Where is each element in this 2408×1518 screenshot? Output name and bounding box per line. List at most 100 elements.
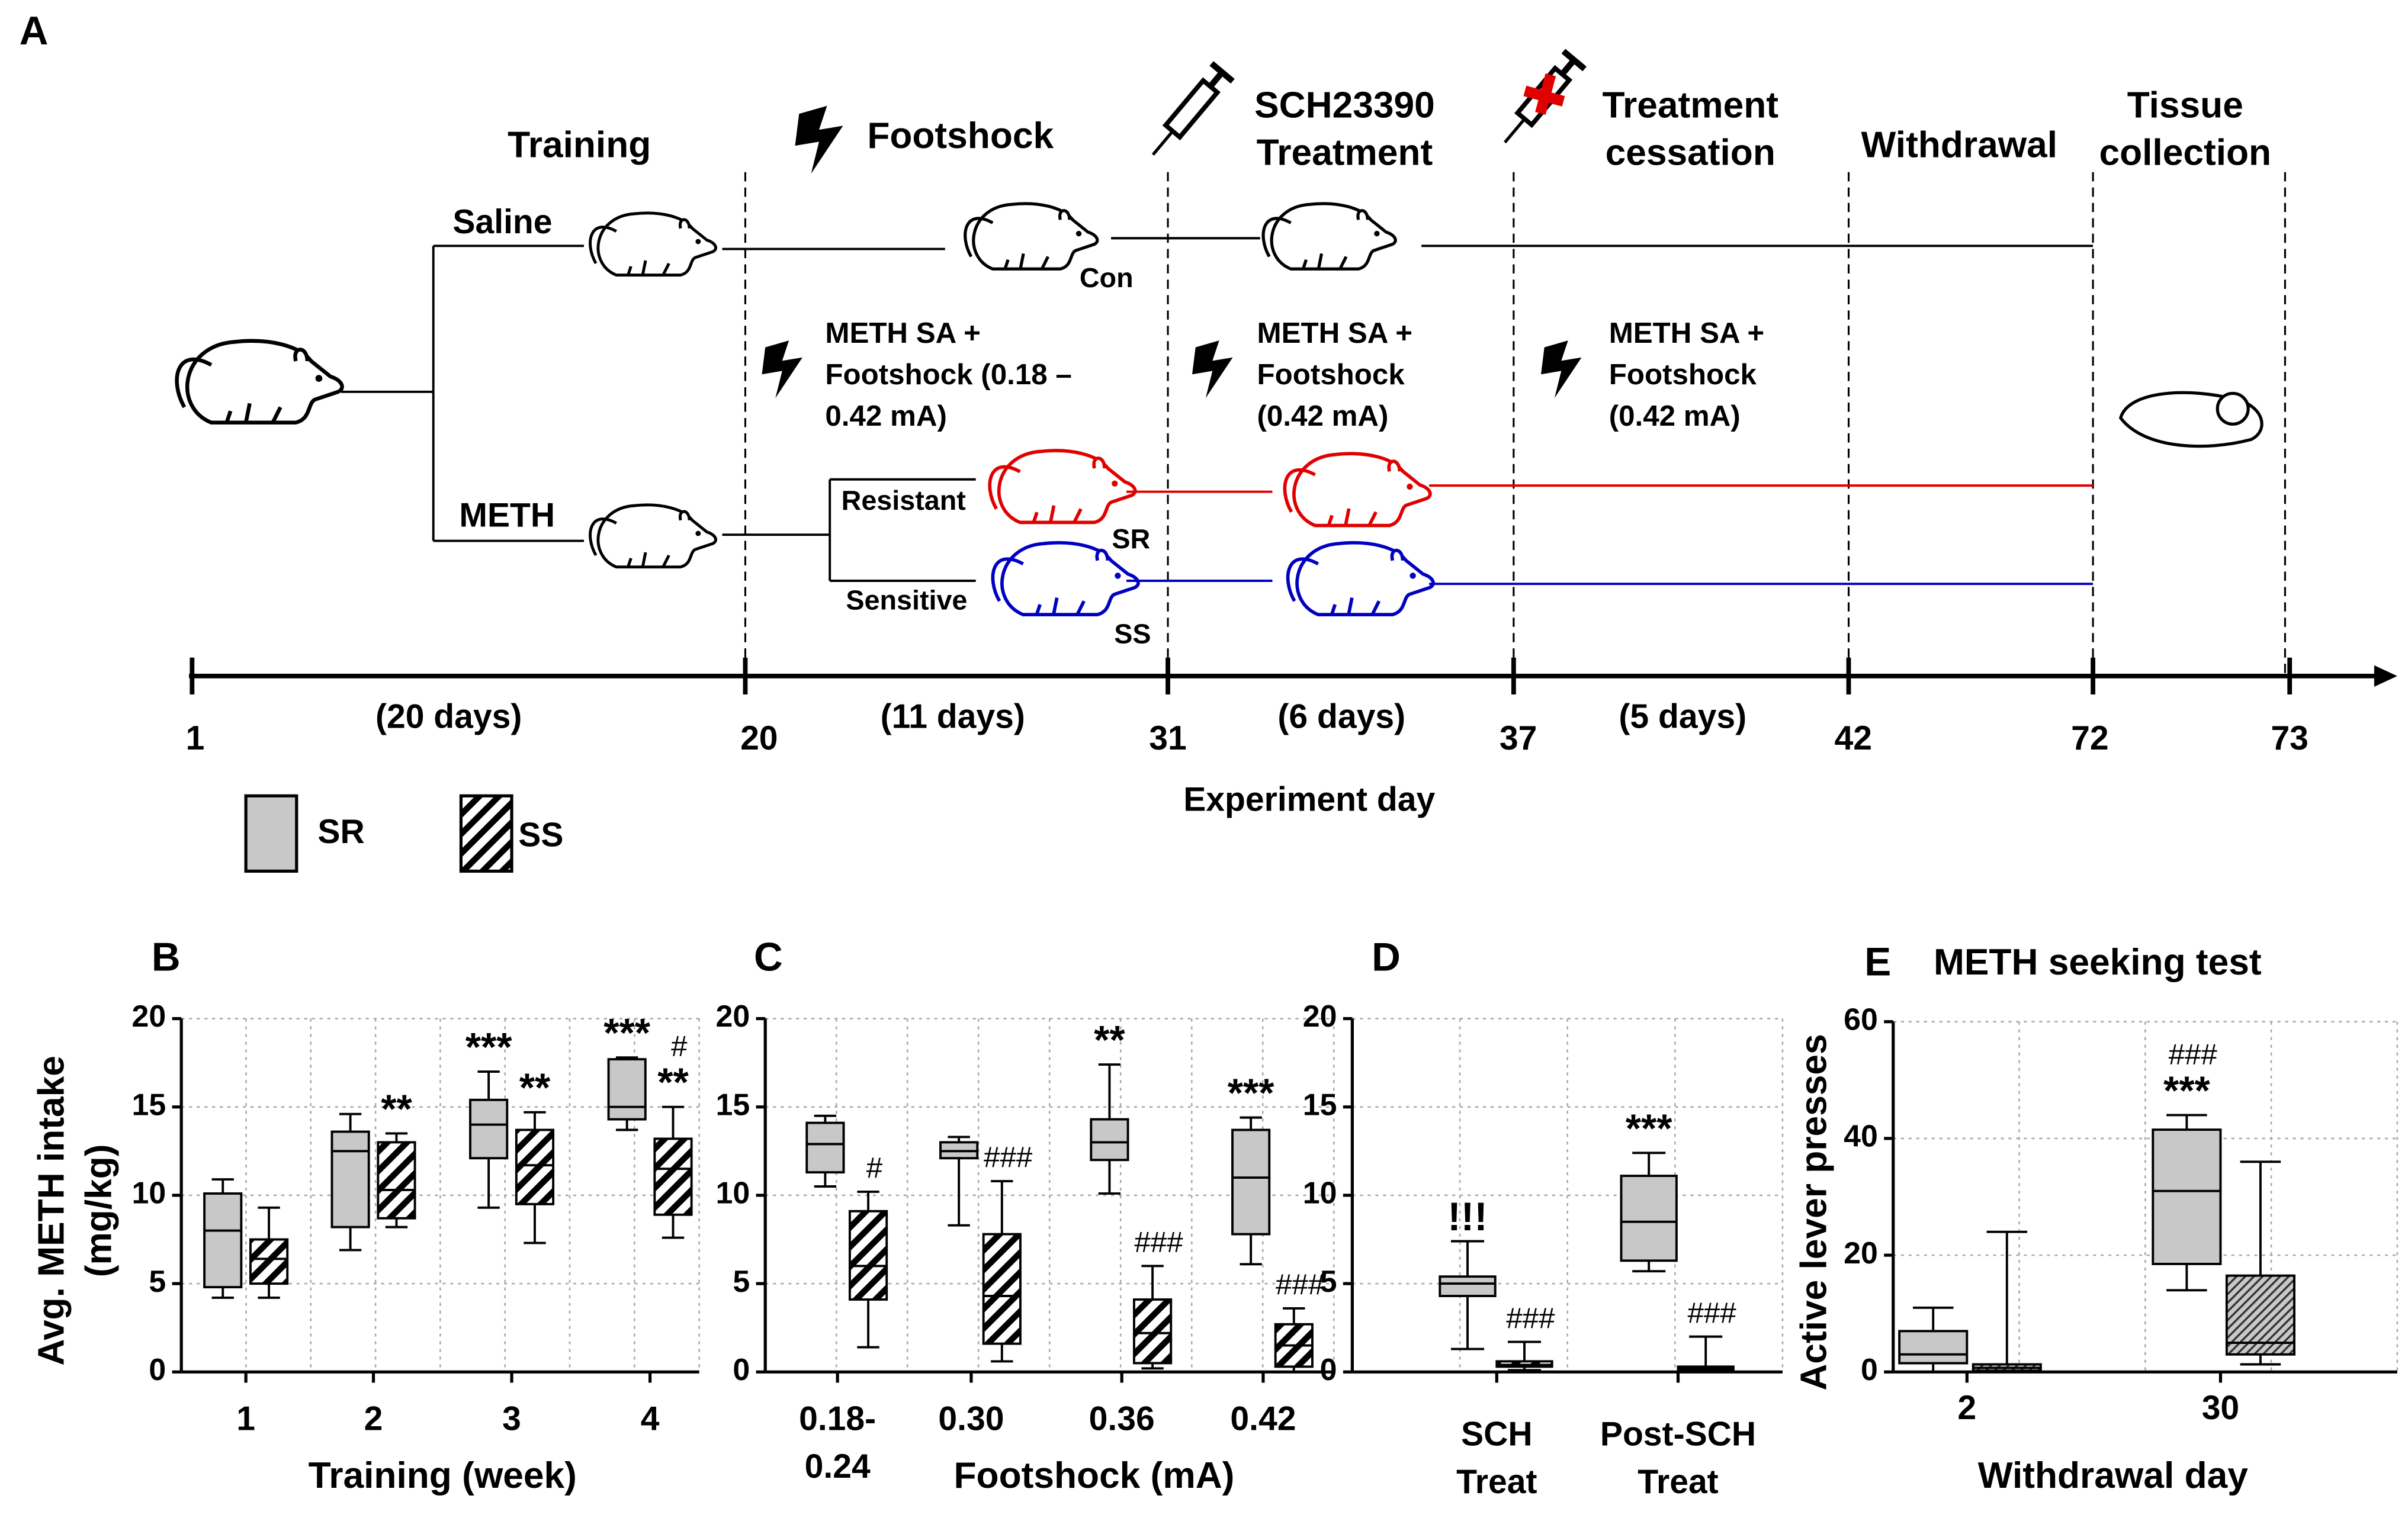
significance-label: *** — [465, 1025, 513, 1070]
y-tick-label: 5 — [733, 1264, 750, 1298]
procedure-text: (0.42 mA) — [1609, 400, 1741, 432]
box — [2225, 1274, 2295, 1356]
significance-label: *** — [1228, 1071, 1275, 1115]
phase-label: Tissue — [2127, 85, 2243, 126]
rat-eye — [1407, 483, 1413, 490]
significance-label: ### — [1134, 1226, 1183, 1259]
rat-body — [185, 339, 344, 424]
rat-tail — [1286, 557, 1319, 602]
x-tick-label: Treat — [1456, 1463, 1537, 1501]
phase-label: Withdrawal — [1861, 125, 2058, 166]
day-label: 20 — [740, 719, 778, 757]
panel-label: B — [152, 935, 181, 980]
significance-label: ** — [519, 1066, 551, 1110]
panel-label: D — [1372, 935, 1401, 980]
rat-leg — [1035, 597, 1086, 616]
significance-label: *** — [2163, 1069, 2211, 1113]
y-tick-label: 5 — [1320, 1264, 1337, 1298]
rat-ear — [1387, 459, 1402, 472]
y-tick-label: 0 — [1861, 1352, 1878, 1387]
rat-tail — [175, 357, 213, 409]
significance-label: *** — [1626, 1107, 1673, 1151]
x-axis-label: Footshock (mA) — [954, 1455, 1235, 1496]
significance-label: ### — [1276, 1269, 1325, 1301]
x-tick-label: 2 — [1957, 1389, 1976, 1427]
box — [1231, 1128, 1271, 1236]
rat-eye — [315, 375, 323, 382]
phase-label: Treatment — [1257, 133, 1433, 173]
rat-body — [1292, 452, 1432, 528]
group-label: Saline — [452, 203, 552, 241]
rat-tail — [991, 557, 1024, 602]
x-tick-label: SCH — [1461, 1415, 1533, 1453]
phase-label: SCH23390 — [1254, 85, 1435, 126]
cross-mark — [1535, 73, 1556, 115]
day-label: 31 — [1149, 719, 1187, 757]
day-label: 72 — [2071, 719, 2108, 757]
legend-label: SS — [518, 816, 563, 854]
y-axis-label: Active lever presses — [1793, 1034, 1834, 1390]
rat-tail — [964, 217, 994, 258]
rat-eye — [695, 239, 701, 245]
rat-icon — [988, 449, 1137, 525]
box — [515, 1128, 555, 1205]
significance-label: !!! — [1447, 1195, 1487, 1239]
x-tick-label: 2 — [364, 1400, 383, 1437]
lightning-icon — [762, 340, 802, 398]
x-tick-label: 3 — [502, 1400, 521, 1437]
legend-label: SR — [317, 813, 364, 851]
duration-label: (5 days) — [1619, 698, 1746, 736]
rat-icon — [589, 211, 718, 277]
duration-label: (6 days) — [1277, 698, 1405, 736]
y-tick-label: 20 — [716, 999, 750, 1033]
rat-tail — [988, 465, 1021, 510]
panel-label: E — [1864, 940, 1891, 985]
rat-leg — [1032, 505, 1083, 523]
group-label: METH — [459, 497, 555, 535]
x-tick-label: 1 — [236, 1400, 255, 1437]
box — [1439, 1275, 1497, 1297]
box — [2152, 1128, 2222, 1265]
timeline-arrow — [2374, 665, 2397, 687]
y-tick-label: 0 — [1320, 1352, 1337, 1387]
significance-label: ### — [984, 1141, 1033, 1174]
syringe-handle — [1561, 49, 1587, 72]
y-tick-label: 10 — [1303, 1176, 1337, 1210]
rat-ear — [1356, 209, 1369, 220]
rat-icon — [589, 503, 718, 569]
y-tick-label: 20 — [1303, 999, 1337, 1033]
box — [377, 1141, 416, 1220]
syringe-plunger — [1208, 70, 1225, 89]
rat-body — [1295, 541, 1435, 616]
y-tick-label: 10 — [716, 1176, 750, 1210]
box — [653, 1137, 693, 1216]
y-tick-label: 15 — [716, 1087, 750, 1121]
procedure-text: METH SA + — [1257, 317, 1413, 349]
box — [1090, 1118, 1129, 1162]
x-tick-label: 0.42 — [1230, 1400, 1296, 1437]
duration-label: (20 days) — [375, 698, 522, 736]
rat-body — [1000, 541, 1140, 616]
rat-icon — [175, 339, 344, 424]
rat-icon — [1286, 541, 1435, 616]
rat-tail — [589, 517, 617, 557]
box — [330, 1130, 370, 1228]
box — [1132, 1298, 1173, 1365]
rat-ear — [678, 510, 691, 521]
rat-icon — [1283, 452, 1432, 528]
y-tick-label: 5 — [149, 1264, 166, 1298]
rat-eye — [695, 530, 701, 536]
box — [203, 1192, 243, 1289]
phase-label: Footshock — [867, 115, 1054, 156]
syringe-icon — [1151, 61, 1235, 156]
procedure-text: Footshock — [1257, 358, 1405, 391]
chart-title: METH seeking test — [1934, 942, 2262, 983]
group-label: SS — [1114, 619, 1151, 649]
rat-eye — [1115, 573, 1121, 579]
syringe-plunger — [1559, 58, 1577, 76]
rat-leg — [1301, 253, 1348, 270]
tissue-brain — [2216, 391, 2250, 426]
phase-label: cessation — [1606, 133, 1776, 173]
significance-label: ** — [381, 1087, 412, 1131]
panel-label: C — [754, 935, 783, 980]
